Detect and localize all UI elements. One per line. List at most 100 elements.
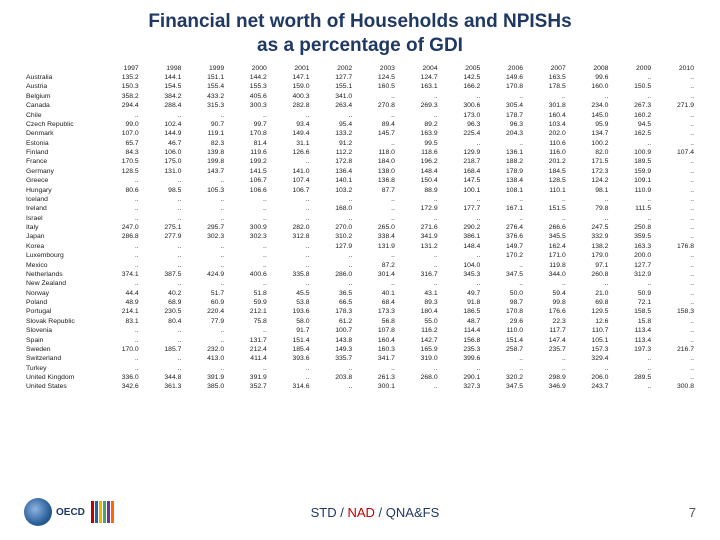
cell-value: 178.5 [525,82,568,91]
cell-value: 51.8 [226,289,269,298]
cell-value: 168.0 [312,204,355,213]
cell-value: 15.8 [610,317,653,326]
cell-value: 290.1 [440,373,483,382]
cell-value: 159.9 [610,167,653,176]
cell-value: 68.4 [354,298,397,307]
cell-value: 94.5 [610,120,653,129]
cell-value: .. [610,195,653,204]
cell-value: 106.7 [269,185,312,194]
cell-value: 128.5 [525,176,568,185]
cell-value: 433.2 [183,92,226,101]
cell-value: 150.5 [610,82,653,91]
cell-value: 216.7 [653,345,696,354]
cell-value: 172.8 [312,157,355,166]
cell-value: .. [354,204,397,213]
cell-value: .. [226,364,269,373]
cell-value: .. [312,260,355,269]
cell-value: 143.8 [312,335,355,344]
cell-value: 199.2 [226,157,269,166]
cell-value: 424.9 [183,270,226,279]
cell-value: 188.2 [482,157,525,166]
cell-value: 171.0 [525,251,568,260]
cell-value: .. [98,354,141,363]
cell-value: 391.9 [226,373,269,382]
col-year: 1999 [183,64,226,73]
cell-value: 300.9 [226,223,269,232]
cell-value: .. [610,382,653,391]
cell-country: Ireland [24,204,98,213]
cell-value: 162.4 [525,242,568,251]
cell-value: .. [397,364,440,373]
cell-value: .. [183,110,226,119]
cell-value: 387.5 [141,270,184,279]
cell-value: 66.5 [312,298,355,307]
cell-value: 116.0 [525,148,568,157]
cell-value: 110.6 [525,139,568,148]
cell-value: .. [141,204,184,213]
cell-value: 99.5 [397,139,440,148]
table-row: Slovenia........91.7100.7107.8116.2114.4… [24,326,696,335]
cell-value: 90.7 [183,120,226,129]
cell-value: 155.1 [312,82,355,91]
cell-value: .. [354,214,397,223]
cell-value: .. [98,364,141,373]
cell-value: 89.4 [354,120,397,129]
page-number: 7 [636,505,696,520]
cell-value: 124.7 [397,73,440,82]
cell-value: 218.7 [440,157,483,166]
cell-value: 376.6 [482,232,525,241]
cell-value: .. [312,214,355,223]
cell-value: 170.8 [482,82,525,91]
cell-value: .. [653,120,696,129]
cell-value: 81.4 [226,139,269,148]
cell-value: 59.4 [525,289,568,298]
cell-value: 119.6 [226,148,269,157]
cell-value: 150.4 [397,176,440,185]
cell-value: 142.7 [397,335,440,344]
cell-value: .. [183,260,226,269]
cell-value: .. [141,110,184,119]
cell-country: Canada [24,101,98,110]
cell-value: 142.5 [440,73,483,82]
table-row: Italy247.0275.1295.7300.9282.0270.0265.0… [24,223,696,232]
cell-value: .. [610,139,653,148]
col-country [24,64,98,73]
cell-value: .. [98,279,141,288]
col-year: 2004 [397,64,440,73]
cell-value: .. [141,279,184,288]
cell-value: 99.0 [98,120,141,129]
cell-value: .. [482,195,525,204]
cell-value: 77.9 [183,317,226,326]
cell-value: 230.5 [141,307,184,316]
cell-value: 225.4 [440,129,483,138]
cell-country: Czech Republic [24,120,98,129]
cell-value: 59.9 [226,298,269,307]
cell-value: 29.6 [482,317,525,326]
col-year: 2005 [440,64,483,73]
cell-value: 136.1 [482,148,525,157]
cell-country: New Zealand [24,279,98,288]
cell-country: Denmark [24,129,98,138]
cell-value: 400.6 [226,270,269,279]
cell-value: .. [653,129,696,138]
cell-value: 301.8 [525,101,568,110]
cell-value: 266.6 [525,223,568,232]
table-row: Chile................173.0178.7160.4145.… [24,110,696,119]
cell-value: 91.2 [312,139,355,148]
cell-value: .. [525,92,568,101]
cell-value: 118.0 [354,148,397,157]
cell-value: 163.5 [525,73,568,82]
cell-value: 68.9 [141,298,184,307]
cell-value: 99.8 [525,298,568,307]
cell-value: 91.7 [269,326,312,335]
cell-value: .. [98,260,141,269]
cell-value: 342.6 [98,382,141,391]
cell-value: 189.5 [610,157,653,166]
cell-value: .. [354,279,397,288]
cell-value: 100.2 [568,139,611,148]
cell-value: .. [610,92,653,101]
cell-value: 36.5 [312,289,355,298]
cell-value: 159.0 [269,82,312,91]
cell-value: 258.7 [482,345,525,354]
cell-value: 176.6 [525,307,568,316]
